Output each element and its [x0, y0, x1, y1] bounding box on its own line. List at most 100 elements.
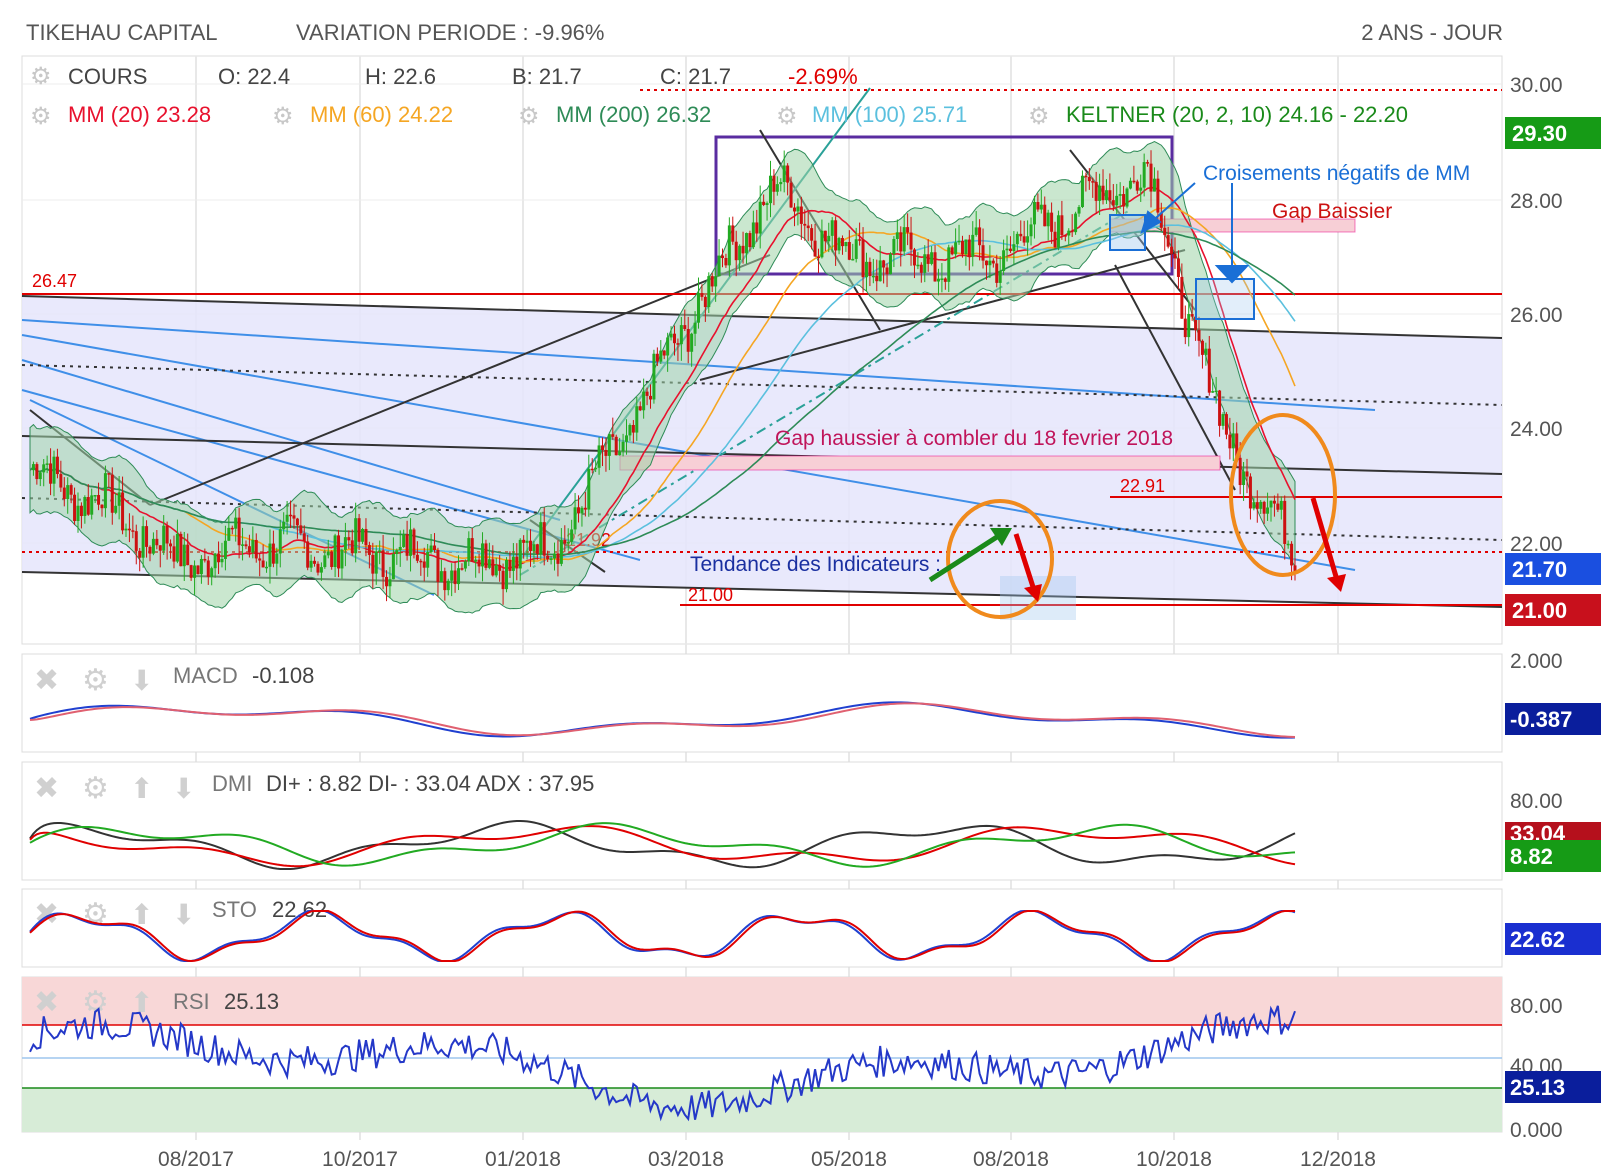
candle-body	[744, 233, 748, 254]
arrow-up-icon[interactable]: ⬆	[130, 899, 153, 930]
candle-body	[1235, 433, 1239, 458]
orange-circle-2	[1229, 413, 1337, 577]
candle-body	[940, 278, 944, 280]
candle-body	[916, 264, 920, 267]
candle-body	[611, 434, 615, 437]
gear-icon[interactable]: ⚙	[82, 772, 109, 805]
candle-body	[1094, 181, 1098, 201]
candle-body	[179, 533, 183, 567]
candle-body	[446, 580, 450, 591]
arrow-down-icon[interactable]: ⬇	[172, 773, 195, 804]
candle-body	[1118, 194, 1122, 196]
candle-body	[779, 182, 783, 185]
candle-body	[388, 579, 392, 587]
candle-body	[261, 560, 265, 568]
gear-icon[interactable]: ⚙	[1028, 103, 1050, 130]
macd-value: -0.108	[252, 663, 314, 688]
candle-body	[1279, 500, 1283, 510]
candle-body	[1132, 180, 1136, 183]
arrow-up-icon[interactable]: ⬆	[130, 987, 153, 1018]
x-tick-label: 01/2018	[485, 1148, 561, 1171]
candle-body	[649, 395, 653, 400]
candle-body	[131, 530, 135, 532]
gear-icon[interactable]: ⚙	[30, 63, 52, 90]
gear-icon[interactable]: ⚙	[272, 103, 294, 130]
close-icon[interactable]: ✖	[34, 772, 59, 805]
candle-body	[450, 570, 454, 581]
candle-body	[1019, 233, 1023, 237]
candle-body	[319, 567, 323, 573]
candle-body	[1221, 414, 1225, 426]
candle-body	[295, 518, 299, 526]
candle-body	[1050, 212, 1054, 232]
candle-body	[532, 544, 536, 552]
candle-body	[59, 474, 63, 488]
candle-body	[1163, 227, 1167, 236]
candle-body	[1139, 187, 1143, 191]
close-icon[interactable]: ✖	[34, 664, 59, 697]
candle-body	[690, 333, 694, 352]
candle-body	[374, 551, 378, 574]
candle-body	[772, 175, 776, 192]
candle-body	[638, 406, 642, 411]
candle-body	[686, 328, 690, 352]
candle-body	[912, 249, 916, 266]
candle-body	[950, 247, 954, 255]
arrow-down-icon[interactable]: ⬇	[130, 665, 153, 696]
candle-body	[559, 539, 563, 564]
arrow-up-icon[interactable]: ⬆	[130, 773, 153, 804]
candle-body	[926, 254, 930, 264]
candle-body	[515, 556, 519, 569]
candle-body	[1214, 390, 1218, 393]
candle-body	[347, 537, 351, 541]
candle-body	[998, 270, 1002, 283]
cours-close: C: 21.7	[660, 64, 731, 89]
candle-body	[1224, 414, 1228, 435]
main-y-axis: 30.00 28.00 26.00 24.00 22.00	[1510, 74, 1563, 556]
candle-body	[103, 473, 107, 509]
croisement-box-1	[1109, 214, 1146, 251]
candle-body	[285, 514, 289, 522]
candle-body	[957, 240, 961, 243]
cours-low: B: 21.7	[512, 64, 582, 89]
candle-body	[758, 201, 762, 234]
candle-body	[971, 234, 975, 257]
candle-body	[62, 487, 66, 500]
candle-body	[525, 540, 529, 543]
candle-body	[1098, 185, 1102, 201]
candle-body	[1286, 543, 1290, 546]
candle-body	[193, 565, 197, 578]
candle-body	[1104, 190, 1108, 201]
candle-body	[768, 175, 772, 204]
candle-body	[1012, 244, 1016, 252]
candle-body	[271, 543, 275, 564]
close-icon[interactable]: ✖	[34, 986, 59, 1019]
candle-body	[604, 450, 608, 456]
candle-body	[175, 533, 179, 562]
candle-body	[888, 253, 892, 275]
macd-axis-top: 2.000	[1510, 650, 1563, 673]
candle-body	[693, 322, 697, 334]
macd-lines	[29, 701, 1296, 739]
candle-body	[899, 232, 903, 252]
gear-icon[interactable]: ⚙	[82, 664, 109, 697]
candle-body	[429, 545, 433, 552]
gear-icon[interactable]: ⚙	[776, 103, 798, 130]
candle-body	[837, 238, 841, 251]
candle-body	[1207, 348, 1211, 393]
candle-body	[289, 514, 293, 517]
candle-body	[1015, 233, 1019, 245]
candle-body	[1108, 190, 1112, 201]
candle-body	[1176, 258, 1180, 277]
candle-body	[751, 222, 755, 248]
gear-icon[interactable]: ⚙	[30, 103, 52, 130]
candle-body	[49, 463, 53, 484]
keltner-label: KELTNER (20, 2, 10) 24.16 - 22.20	[1066, 102, 1408, 127]
candle-body	[385, 576, 389, 587]
candle-body	[1156, 178, 1160, 213]
tag-2170: 21.70	[1512, 557, 1567, 582]
arrow-down-icon[interactable]: ⬇	[172, 899, 195, 930]
candle-body	[340, 549, 344, 569]
gear-icon[interactable]: ⚙	[518, 103, 540, 130]
rsi-line	[29, 1005, 1296, 1122]
